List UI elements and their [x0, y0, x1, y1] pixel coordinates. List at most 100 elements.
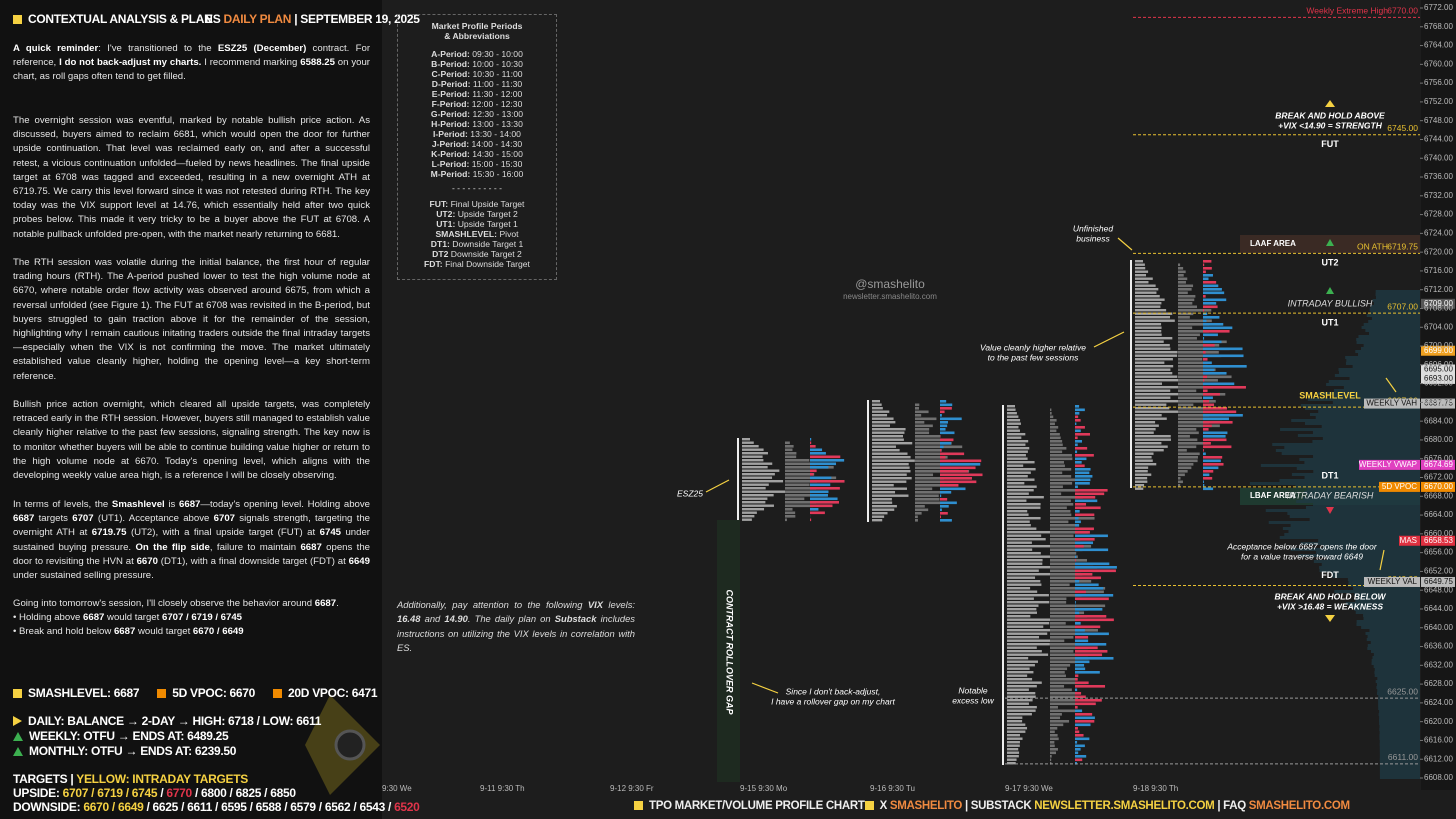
volume-profile — [1363, 614, 1420, 617]
tpo-letters — [1135, 361, 1165, 364]
volume-bar — [1050, 573, 1083, 576]
volume-bar — [1178, 463, 1194, 466]
y-tick-label: 6764.00 — [1424, 41, 1453, 50]
volume-bar — [1050, 408, 1052, 412]
summary-item: DAILY: BALANCE → 2-DAY → HIGH: 6718 / LO… — [28, 714, 322, 728]
x-tick-label: 9-11 9:30 Th — [480, 784, 525, 793]
period-time: 15:00 - 15:30 — [471, 159, 523, 169]
tpo-letters — [742, 487, 766, 490]
delta-bar — [940, 438, 954, 442]
volume-profile — [1369, 308, 1420, 311]
volume-bar — [1178, 270, 1186, 274]
volume-bar — [915, 477, 945, 480]
volume-bar — [915, 445, 963, 449]
delta-bar — [1203, 337, 1205, 340]
period-time: 15:30 - 16:00 — [472, 169, 524, 179]
volume-bar — [1178, 386, 1214, 389]
period-row: K-Period: 14:30 - 15:00 — [398, 149, 556, 159]
tpo-letters — [872, 480, 907, 483]
delta-bar — [1075, 576, 1102, 580]
delta-bar — [1203, 407, 1227, 410]
axis-marker-name-bg — [1379, 481, 1420, 492]
volume-profile — [1360, 347, 1420, 350]
delta-bar — [1203, 277, 1209, 281]
volume-bar — [1050, 636, 1074, 639]
delta-bar — [1075, 702, 1096, 706]
tpo-letters — [1135, 477, 1148, 480]
volume-bar — [1178, 435, 1190, 438]
tpo-letters — [1007, 541, 1032, 544]
delta-bar — [810, 497, 838, 501]
tpo-letters — [872, 459, 915, 462]
volume-bar — [1178, 389, 1197, 393]
volume-profile — [1379, 776, 1420, 779]
text-run: 6687 — [300, 541, 322, 553]
y-tick-label: 6772.00 — [1424, 3, 1453, 12]
tpo-letters — [1007, 587, 1031, 590]
volume-profile — [1365, 329, 1420, 332]
delta-bar — [1075, 468, 1091, 471]
volume-profile — [1303, 497, 1420, 500]
target-label: DT1 — [1321, 470, 1338, 480]
volume-bar — [1178, 281, 1186, 284]
volume-bar — [785, 490, 812, 494]
volume-bar — [1050, 751, 1056, 755]
tpo-letters — [872, 487, 907, 490]
delta-bar — [1203, 424, 1212, 428]
target-label: SMASHLEVEL — [1299, 390, 1361, 400]
text-run: • Holding above — [13, 612, 84, 623]
tpo-letters — [872, 519, 883, 522]
volume-bar — [1178, 368, 1216, 372]
delta-bar — [1203, 431, 1228, 435]
delta-bar — [940, 501, 957, 505]
volume-bar — [1050, 426, 1059, 429]
volume-bar — [1050, 674, 1066, 678]
delta-bar — [1075, 447, 1088, 450]
volume-profile — [1368, 320, 1420, 323]
annotation: +VIX <14.90 = STRENGTH — [1278, 120, 1383, 130]
volume-profile — [1313, 503, 1420, 506]
volume-bar — [1050, 492, 1062, 496]
volume-bar — [1050, 611, 1085, 615]
volume-profile — [1332, 575, 1420, 578]
volume-bar — [1178, 312, 1194, 316]
volume-profile — [1363, 323, 1420, 326]
volume-profile — [1379, 755, 1420, 758]
tpo-letters — [1007, 755, 1019, 758]
volume-profile — [1370, 311, 1420, 314]
volume-bar — [1050, 576, 1098, 580]
text-run: 6745 — [319, 527, 341, 539]
bear-arrow — [1326, 507, 1334, 514]
tpo-letters — [1135, 260, 1143, 263]
volume-bar — [1050, 433, 1060, 436]
delta-bar — [1075, 608, 1103, 611]
y-tick-label: 6652.00 — [1424, 567, 1453, 576]
tpo-letters — [1135, 403, 1167, 406]
chart-bg — [382, 0, 1456, 819]
delta-bar — [810, 438, 812, 441]
volume-bar — [1050, 559, 1088, 562]
volume-bar — [1050, 422, 1055, 426]
tpo-letters — [872, 501, 893, 504]
tpo-letters — [1007, 566, 1059, 569]
volume-bar — [1178, 393, 1226, 396]
y-tick-label: 6708.00 — [1424, 304, 1453, 313]
volume-profile — [1349, 605, 1420, 608]
title: CONTEXTUAL ANALYSIS & PLAN — [28, 12, 213, 26]
delta-bar — [1075, 632, 1109, 636]
y-tick-label: 6656.00 — [1424, 548, 1453, 557]
tpo-letters — [1007, 489, 1034, 492]
tpo-letters — [1135, 435, 1171, 438]
tpo-letters — [742, 459, 764, 462]
delta-bar — [1075, 730, 1080, 734]
volume-bar — [1178, 466, 1192, 470]
delta-bar — [1075, 615, 1107, 618]
axis-marker-label: 6658.53 — [1424, 536, 1453, 545]
delta-bar — [1203, 473, 1210, 477]
axis-marker — [1421, 398, 1455, 409]
tpo-letters — [1135, 470, 1148, 473]
volume-profile — [1367, 644, 1420, 647]
tpo-letters — [1007, 678, 1033, 681]
tpo-letters — [1135, 333, 1162, 336]
tpo-letters — [1135, 421, 1156, 424]
